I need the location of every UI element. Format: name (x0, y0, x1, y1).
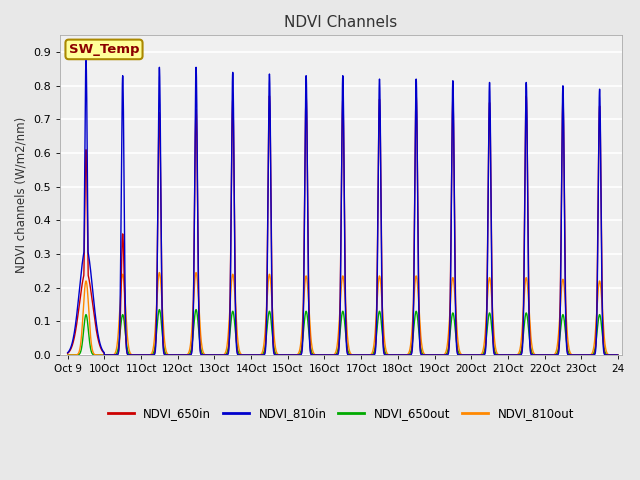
Line: NDVI_650in: NDVI_650in (68, 96, 618, 355)
NDVI_650out (299, 337, 307, 343)
NDVI_650in (299, 326, 307, 332)
Line: NDVI_810out: NDVI_810out (68, 273, 618, 355)
NDVI_810in (275, 352, 283, 358)
NDVI_810in (299, 340, 307, 346)
NDVI_810in (159, 346, 167, 351)
NDVI_810in (82, 58, 90, 63)
NDVI_810out (299, 317, 307, 323)
NDVI_650in (266, 93, 273, 99)
Legend: NDVI_650in, NDVI_810in, NDVI_650out, NDVI_810out: NDVI_650in, NDVI_810in, NDVI_650out, NDV… (103, 402, 579, 425)
NDVI_650in (159, 341, 167, 347)
NDVI_650out (127, 352, 134, 358)
NDVI_650out (156, 307, 163, 312)
NDVI_650in (100, 352, 108, 358)
NDVI_650in (127, 352, 134, 358)
NDVI_650out (64, 352, 72, 358)
Line: NDVI_650out: NDVI_650out (68, 310, 618, 355)
NDVI_810in (64, 350, 72, 356)
NDVI_810in (577, 352, 585, 358)
NDVI_810out (64, 352, 72, 358)
Text: SW_Temp: SW_Temp (68, 43, 140, 56)
NDVI_810out (159, 321, 167, 327)
NDVI_650out (275, 352, 283, 358)
NDVI_810in (127, 352, 134, 358)
Line: NDVI_810in: NDVI_810in (68, 60, 618, 355)
NDVI_810out (156, 270, 163, 276)
NDVI_650in (604, 352, 611, 358)
NDVI_810out (275, 352, 283, 358)
NDVI_810in (614, 352, 621, 358)
NDVI_810in (544, 352, 552, 358)
NDVI_650in (614, 352, 621, 358)
Y-axis label: NDVI channels (W/m2/nm): NDVI channels (W/m2/nm) (15, 117, 28, 273)
NDVI_650in (275, 352, 283, 358)
NDVI_810out (614, 352, 621, 358)
NDVI_650out (159, 340, 167, 346)
Title: NDVI Channels: NDVI Channels (284, 15, 397, 30)
NDVI_650in (64, 350, 72, 356)
NDVI_650out (544, 352, 552, 358)
NDVI_810out (544, 352, 552, 358)
NDVI_650in (544, 352, 552, 358)
NDVI_810in (604, 352, 611, 358)
NDVI_810out (604, 350, 611, 356)
NDVI_810out (127, 350, 134, 356)
NDVI_650out (604, 352, 611, 358)
NDVI_650out (614, 352, 621, 358)
